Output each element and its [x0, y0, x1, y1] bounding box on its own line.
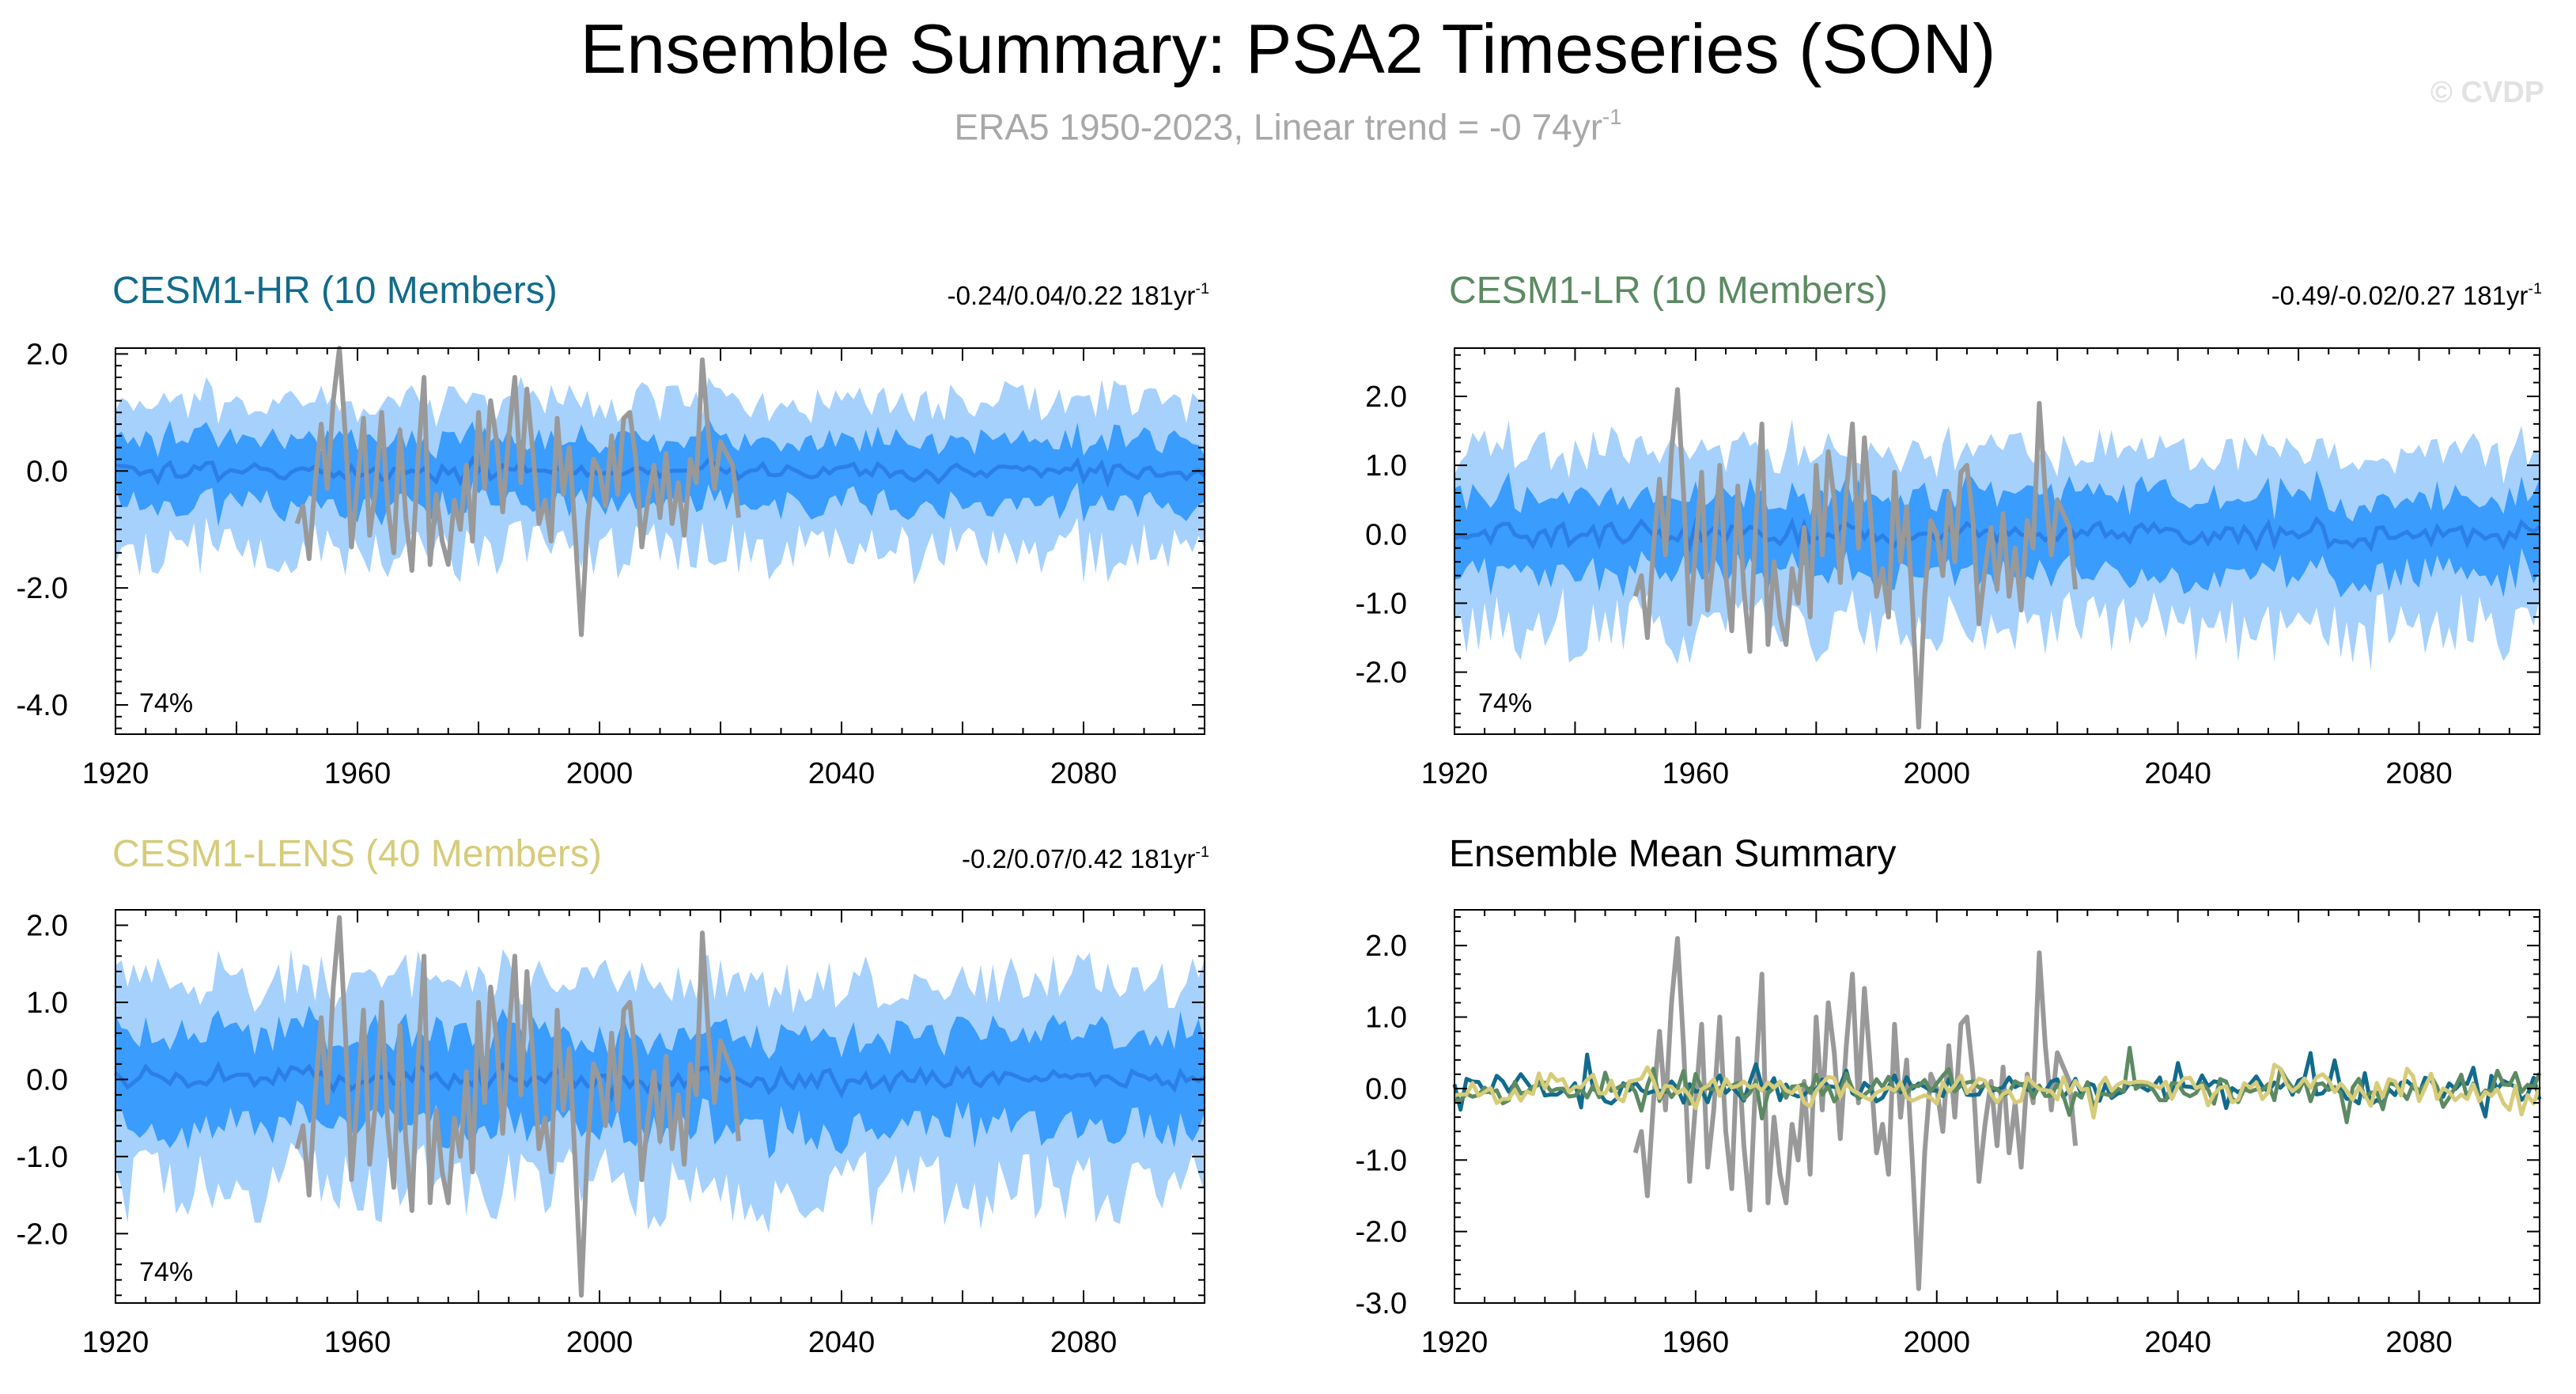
- obs-series-line: [294, 915, 741, 1298]
- x-tick-label: 2080: [2385, 1326, 2453, 1359]
- y-tick-label: 2.0: [26, 909, 68, 942]
- x-tick-label: 2000: [1904, 1326, 1971, 1359]
- x-tick-label: 1920: [1421, 1326, 1488, 1359]
- y-tick-label: -2.0: [1356, 657, 1407, 690]
- stats-text-lr: -0.49/-0.02/0.27 181yr: [2271, 280, 2529, 310]
- obs-series-line: [1632, 387, 2079, 730]
- percent-label: 74%: [139, 1257, 193, 1287]
- obs-series-line: [1632, 936, 2079, 1291]
- x-tick-label: 2040: [808, 757, 876, 790]
- y-tick-label: 0.0: [26, 455, 68, 488]
- y-tick-label: -1.0: [1356, 1144, 1407, 1177]
- percent-label: 74%: [139, 688, 193, 718]
- y-tick-label: 1.0: [26, 987, 68, 1020]
- ensemble-mean-line: [115, 455, 1206, 488]
- series-line-cesm1-lens: [1454, 1063, 2542, 1119]
- x-tick-label: 2000: [1904, 757, 1971, 790]
- stats-text-lens: -0.2/0.07/0.42 181yr: [962, 843, 1196, 873]
- ensemble-interquartile-band: [115, 1006, 1205, 1159]
- x-tick-label: 2040: [808, 1326, 876, 1359]
- subtitle-exponent: -1: [1602, 104, 1622, 129]
- x-tick-label: 2080: [1050, 1326, 1118, 1359]
- y-tick-label: -1.0: [17, 1141, 68, 1174]
- ensemble-mean-line: [114, 1060, 1206, 1103]
- x-tick-label: 1960: [324, 757, 392, 790]
- panel-title-lr: CESM1-LR (10 Members): [1449, 270, 1888, 312]
- ensemble-mean-line: [1454, 516, 2541, 554]
- subtitle-text: ERA5 1950-2023, Linear trend = -0 74yr: [954, 106, 1603, 148]
- y-tick-label: 1.0: [1365, 1002, 1407, 1035]
- page-subtitle: ERA5 1950-2023, Linear trend = -0 74yr-1: [0, 104, 2576, 148]
- chart-hr: 1920 1960 2000 2040 2080 2.0 0.0 -2.0 -4.0 74%: [17, 338, 1206, 790]
- stats-text-hr: -0.24/0.04/0.22 181yr: [947, 280, 1196, 310]
- y-tick-label: -2.0: [17, 1218, 68, 1251]
- y-tick-label: -3.0: [1356, 1287, 1407, 1320]
- panel-title-hr: CESM1-HR (10 Members): [112, 270, 558, 312]
- panel-title-mean: Ensemble Mean Summary: [1449, 833, 1897, 875]
- chart-lens: 1920 1960 2000 2040 2080 2.0 1.0 0.0 -1.0 -2.0 74%: [17, 909, 1206, 1359]
- x-tick-label: 2040: [2144, 1326, 2211, 1359]
- panel-stats-lens: -0.2/0.07/0.42 181yr-1: [962, 843, 1209, 873]
- y-tick-label: 0.0: [26, 1063, 68, 1097]
- y-tick-label: 1.0: [1365, 449, 1407, 483]
- x-tick-label: 1920: [82, 757, 149, 790]
- x-tick-label: 1920: [82, 1326, 149, 1359]
- y-tick-label: -2.0: [1356, 1216, 1407, 1249]
- y-tick-label: -4.0: [17, 689, 68, 722]
- x-tick-label: 2080: [2385, 757, 2453, 790]
- page-title: Ensemble Summary: PSA2 Timeseries (SON): [580, 9, 1996, 88]
- x-tick-label: 1920: [1421, 757, 1488, 790]
- x-tick-label: 1960: [324, 1326, 392, 1359]
- y-tick-label: -1.0: [1356, 587, 1407, 620]
- stats-exp-lens: -1: [1195, 843, 1209, 861]
- x-tick-label: 1960: [1662, 1326, 1730, 1359]
- panel-stats-lr: -0.49/-0.02/0.27 181yr-1: [2271, 280, 2542, 310]
- y-tick-label: 2.0: [1365, 381, 1407, 414]
- panel-title-lens: CESM1-LENS (40 Members): [112, 833, 602, 875]
- x-tick-label: 2040: [2144, 757, 2211, 790]
- series-line-cesm1-lr: [1454, 1045, 2542, 1124]
- y-tick-label: 0.0: [1365, 518, 1407, 551]
- x-tick-label: 1960: [1662, 757, 1730, 790]
- stats-exp-hr: -1: [1195, 280, 1209, 297]
- obs-series-line: [294, 346, 741, 638]
- percent-label: 74%: [1478, 688, 1532, 718]
- plot-frame: [1454, 909, 2540, 1304]
- x-tick-label: 2080: [1050, 757, 1118, 790]
- y-tick-label: 0.0: [1365, 1073, 1407, 1106]
- watermark: © CVDP: [2430, 76, 2544, 109]
- y-tick-label: 2.0: [1365, 930, 1407, 963]
- y-tick-label: -2.0: [17, 572, 68, 605]
- stats-exp-lr: -1: [2528, 280, 2542, 297]
- panel-stats-hr: -0.24/0.04/0.22 181yr-1: [947, 280, 1209, 310]
- x-tick-label: 2000: [566, 757, 634, 790]
- chart-mean: 1920 1960 2000 2040 2080 2.0 1.0 0.0 -1.0 -2.0 -3.…: [1356, 909, 2542, 1359]
- y-tick-label: 2.0: [26, 338, 68, 371]
- x-tick-label: 2000: [566, 1326, 634, 1359]
- chart-lr: 1920 1960 2000 2040 2080 2.0 1.0 0.0 -1.0 -2.0 74%: [1356, 347, 2541, 790]
